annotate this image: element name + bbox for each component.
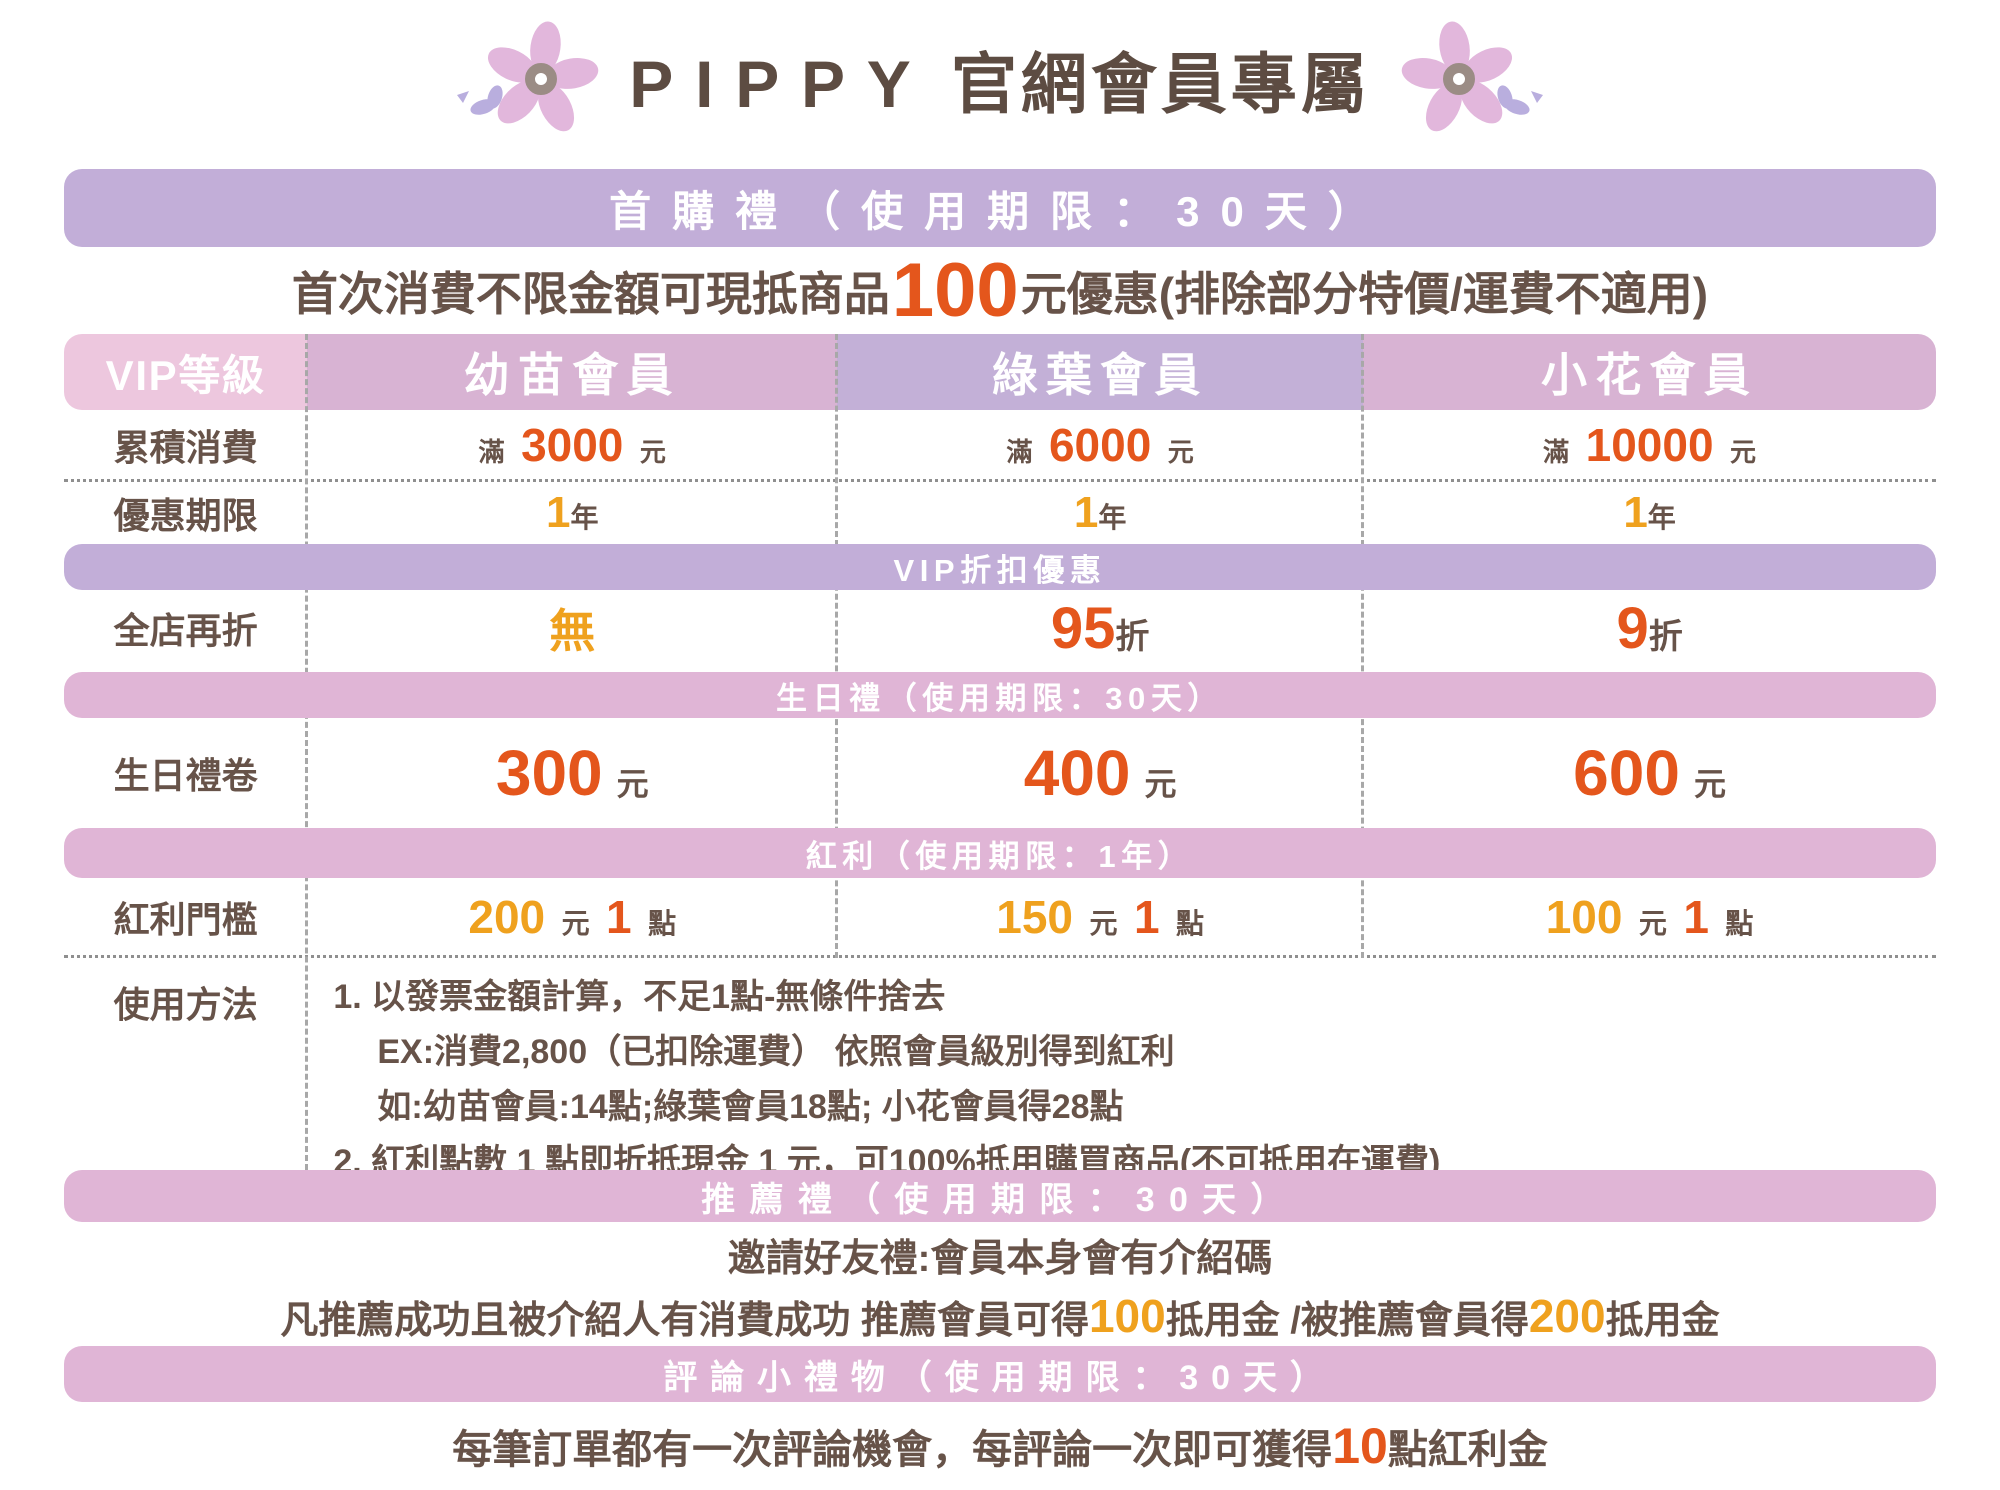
- referral-gift-banner: 推薦禮（使用期限：30天）: [64, 1170, 1936, 1222]
- row-bonus-threshold: 紅利門檻 200 元 1 點 150 元 1 點 100 元 1 點: [64, 878, 1936, 958]
- column-divider-1: [305, 334, 309, 1170]
- referral-reward-post: 抵用金: [1605, 1299, 1720, 1342]
- row-label-discount: 全店再折: [113, 610, 258, 651]
- referral-reward-amount2: 200: [1528, 1290, 1606, 1342]
- referral-reward-note: 凡推薦成功且被介紹人有消費成功 推薦會員可得 100 抵用金 /被推薦會員得 2…: [0, 1286, 2000, 1346]
- discount-tier2: 95折: [1050, 595, 1150, 661]
- birthday-tier2: 400 元: [1023, 737, 1177, 809]
- vip-discount-banner: VIP折扣優惠: [64, 544, 1936, 590]
- header-tier-greenleaf: 綠葉會員: [837, 334, 1364, 410]
- bonus-points-banner: 紅利（使用期限：1年）: [64, 828, 1936, 878]
- birthday-gift-banner: 生日禮（使用期限：30天）: [64, 672, 1936, 718]
- referral-reward-amount1: 100: [1088, 1290, 1166, 1342]
- referral-reward-pre: 凡推薦成功且被介紹人有消費成功 推薦會員可得: [280, 1299, 1089, 1342]
- note-pre: 首次消費不限金額可現抵商品: [291, 267, 890, 320]
- period-tier3: 1年: [1623, 488, 1676, 537]
- page-header: PIPPY 官網會員專屬: [0, 0, 2000, 150]
- review-reward-note: 每筆訂單都有一次評論機會，每評論一次即可獲得 10 點紅利金: [0, 1402, 2000, 1490]
- review-reward-pre: 每筆訂單都有一次評論機會，每評論一次即可獲得: [452, 1428, 1333, 1472]
- discount-tier1: 無: [549, 605, 596, 657]
- referral-reward-mid: 抵用金 /被推薦會員得: [1165, 1299, 1529, 1342]
- note-amount: 100: [891, 247, 1019, 333]
- row-usage-method: 使用方法 1. 以發票金額計算，不足1點-無條件捨去 EX:消費2,800（已扣…: [64, 958, 1936, 1181]
- table-header-row: VIP等級 幼苗會員 綠葉會員 小花會員: [64, 334, 1936, 410]
- period-tier2: 1年: [1073, 488, 1127, 537]
- first-purchase-note: 首次消費不限金額可現抵商品 100 元優惠(排除部分特價/運費不適用): [0, 247, 2000, 334]
- review-reward-amount: 10: [1332, 1418, 1388, 1474]
- flower-icon-right: [1397, 17, 1547, 142]
- bonus-tier1: 200 元 1 點: [468, 890, 677, 943]
- row-store-discount: 全店再折 無 95折 9折: [64, 590, 1936, 666]
- accumulate-tier3: 滿 10000 元: [1543, 418, 1756, 471]
- row-label-usage: 使用方法: [113, 984, 258, 1025]
- header-tier-flower: 小花會員: [1363, 334, 1936, 410]
- row-benefit-period: 優惠期限 1年 1年 1年: [64, 482, 1936, 544]
- accumulate-tier2: 滿 6000 元: [1006, 418, 1194, 471]
- usage-instructions: 1. 以發票金額計算，不足1點-無條件捨去 EX:消費2,800（已扣除運費） …: [307, 958, 1936, 1190]
- discount-tier3: 9折: [1616, 595, 1683, 661]
- header-vip-level: VIP等級: [64, 334, 308, 410]
- first-purchase-banner: 首購禮（使用期限：30天）: [64, 169, 1936, 247]
- vip-table: VIP等級 幼苗會員 綠葉會員 小花會員 累積消費 滿 3000 元 滿 600…: [64, 334, 1936, 1181]
- page-title: PIPPY 官網會員專屬: [629, 31, 1370, 127]
- row-label-birthday: 生日禮卷: [113, 755, 258, 796]
- title-suffix: 官網會員專屬: [950, 47, 1371, 121]
- brand-name: PIPPY: [629, 47, 933, 121]
- row-label-bonus: 紅利門檻: [113, 898, 258, 940]
- usage-line-1: 1. 以發票金額計算，不足1點-無條件捨去: [333, 978, 946, 1016]
- column-divider-2: [835, 334, 839, 958]
- header-tier-seedling: 幼苗會員: [307, 334, 838, 410]
- flower-icon-left: [453, 17, 603, 142]
- row-birthday-voucher: 生日禮卷 300 元 400 元 600 元: [64, 718, 1936, 828]
- birthday-tier3: 600 元: [1573, 737, 1726, 809]
- row-accumulated-spend: 累積消費 滿 3000 元 滿 6000 元 滿 10000 元: [64, 410, 1936, 482]
- usage-line-3: 如:幼苗會員:14點;綠葉會員18點; 小花會員得28點: [377, 1088, 1124, 1127]
- accumulate-tier1: 滿 3000 元: [478, 418, 666, 471]
- birthday-tier1: 300 元: [495, 737, 649, 809]
- bonus-tier3: 100 元 1 點: [1545, 890, 1754, 943]
- review-gift-banner: 評論小禮物（使用期限：30天）: [64, 1346, 1936, 1402]
- usage-line-2: EX:消費2,800（已扣除運費） 依照會員級別得到紅利: [377, 1033, 1175, 1072]
- note-post: 元優惠(排除部分特價/運費不適用): [1020, 267, 1709, 320]
- row-label-accumulate: 累積消費: [113, 426, 258, 468]
- period-tier1: 1年: [545, 488, 599, 537]
- row-label-period: 優惠期限: [113, 495, 258, 536]
- referral-invite-note: 邀請好友禮:會員本身會有介紹碼: [727, 1237, 1273, 1280]
- review-reward-post: 點紅利金: [1387, 1428, 1548, 1472]
- column-divider-3: [1361, 334, 1365, 958]
- bonus-tier2: 150 元 1 點: [996, 890, 1204, 943]
